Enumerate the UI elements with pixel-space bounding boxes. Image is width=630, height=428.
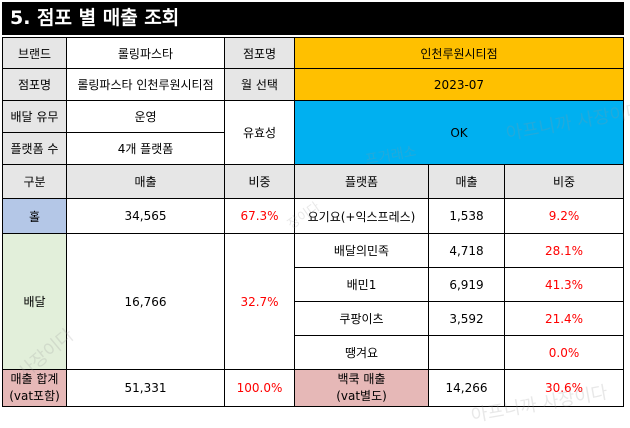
header-row: 구분 매출 비중 플랫폼 매출 비중 [2,164,624,199]
table-row: 배달 16,766 32.7% 배달의민족 4,718 28.1% [2,233,624,370]
header-platform: 플랫폼 [294,164,429,199]
hall-label: 홀 [2,198,67,234]
platform-ratio: 41.3% [504,267,624,302]
back-label-line2: (vat별도) [336,389,387,403]
platform-name: 배민1 [294,267,429,302]
table-row: 쿠팡이츠 3,592 21.4% [3,301,624,336]
platform-ratio: 28.1% [504,233,624,268]
table-row: 배민1 6,919 41.3% [3,267,624,302]
platform-sales: 4,718 [428,233,505,268]
platform-name: 쿠팡이츠 [294,301,429,336]
platform-count-value: 4개 플랫폼 [66,132,225,165]
row-delivery: 배달 유무 운영 유효성 OK [2,100,624,165]
row-platform-count: 플랫폼 수 4개 플랫폼 [2,132,624,165]
month-select[interactable]: 2023-07 [294,68,624,101]
table-row: 땡겨요 0.0% [3,335,624,370]
back-label-line1: 백쿡 매출 [337,372,386,386]
total-ratio: 100.0% [224,369,295,407]
store-name-label: 점포명 [224,37,295,69]
platform-count-label: 플랫폼 수 [2,132,67,165]
total-label-line1: 매출 합계 [10,372,59,386]
store-name-value[interactable]: 인천루원시티점 [294,37,624,69]
total-label: 매출 합계 (vat포함) [2,369,67,407]
platform-name: 배달의민족 [294,233,429,268]
platform-ratio: 21.4% [504,301,624,336]
platform-sales: 6,919 [428,267,505,302]
platform-name: 요기요(+익스프레스) [294,198,429,234]
header-platform-ratio: 비중 [504,164,624,199]
delivery-label: 배달 유무 [2,100,67,133]
back-ratio: 30.6% [504,369,624,407]
delivery-category-label: 배달 [2,233,67,370]
platform-name: 땡겨요 [294,335,429,370]
store-label: 점포명 [2,68,67,101]
hall-ratio: 67.3% [224,198,295,234]
validity-label: 유효성 [224,100,295,165]
header-category: 구분 [2,164,67,199]
header-ratio: 비중 [224,164,295,199]
header-platform-sales: 매출 [428,164,505,199]
platform-ratio: 0.0% [504,335,624,370]
page-title: 5. 점포 별 매출 조회 [2,2,624,35]
back-sales: 14,266 [428,369,505,407]
platform-sales: 3,592 [428,301,505,336]
platform-sales [428,335,505,370]
validity-value: OK [294,100,624,165]
total-label-line2: (vat포함) [9,389,60,403]
total-row: 매출 합계 (vat포함) 51,331 100.0% 백쿡 매출 (vat별도) … [2,369,624,407]
sales-sheet: 브랜드 롤링파스타 점포명 인천루원시티점 점포명 롤링파스타 인천루원시티점 … [2,37,624,407]
delivery-value[interactable]: 운영 [66,100,225,133]
back-label: 백쿡 매출 (vat별도) [294,369,429,407]
month-label: 월 선택 [224,68,295,101]
store-value: 롤링파스타 인천루원시티점 [66,68,225,101]
table-row: 홀 34,565 67.3% 요기요(+익스프레스) 1,538 9.2% [2,198,624,234]
platform-sales: 1,538 [428,198,505,234]
row-brand: 브랜드 롤링파스타 점포명 인천루원시티점 [2,37,624,69]
platform-ratio: 9.2% [504,198,624,234]
total-sales: 51,331 [66,369,225,407]
delivery-sales: 16,766 [66,233,225,370]
row-store: 점포명 롤링파스타 인천루원시티점 월 선택 2023-07 [2,68,624,101]
brand-value[interactable]: 롤링파스타 [66,37,225,69]
delivery-ratio: 32.7% [224,233,295,370]
brand-label: 브랜드 [2,37,67,69]
hall-sales: 34,565 [66,198,225,234]
header-sales: 매출 [66,164,225,199]
